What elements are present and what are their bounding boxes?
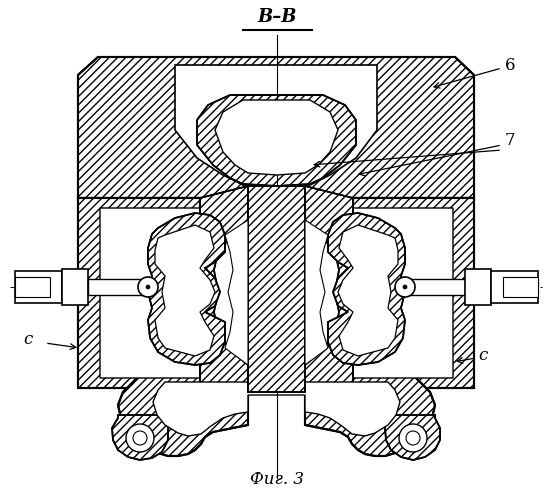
Polygon shape	[225, 220, 248, 365]
Polygon shape	[112, 415, 168, 460]
Polygon shape	[15, 277, 50, 297]
Circle shape	[133, 431, 147, 445]
Circle shape	[126, 424, 154, 452]
Text: 6: 6	[505, 56, 516, 73]
Polygon shape	[215, 100, 338, 175]
Polygon shape	[353, 208, 453, 378]
Text: c: c	[478, 346, 488, 363]
Polygon shape	[465, 269, 491, 305]
Polygon shape	[353, 198, 474, 388]
Circle shape	[146, 285, 150, 289]
Polygon shape	[62, 269, 88, 305]
Polygon shape	[197, 95, 356, 186]
Polygon shape	[118, 375, 435, 456]
Circle shape	[406, 431, 420, 445]
Polygon shape	[78, 57, 474, 198]
Polygon shape	[491, 271, 538, 303]
Polygon shape	[155, 225, 215, 356]
Polygon shape	[200, 186, 248, 392]
Circle shape	[399, 424, 427, 452]
Polygon shape	[78, 198, 200, 388]
Polygon shape	[328, 213, 405, 365]
Circle shape	[403, 285, 407, 289]
Circle shape	[395, 277, 415, 297]
Text: 7: 7	[505, 132, 516, 149]
Polygon shape	[405, 279, 465, 295]
Polygon shape	[88, 279, 148, 295]
Text: B–B: B–B	[257, 8, 297, 26]
Polygon shape	[100, 208, 200, 378]
Text: Фиг. 3: Фиг. 3	[250, 471, 304, 488]
Polygon shape	[338, 225, 398, 356]
Polygon shape	[305, 186, 353, 392]
Text: c: c	[23, 331, 33, 348]
Polygon shape	[153, 382, 400, 436]
Polygon shape	[305, 220, 328, 365]
Polygon shape	[503, 277, 538, 297]
Polygon shape	[175, 65, 377, 188]
Polygon shape	[248, 186, 305, 392]
Polygon shape	[385, 415, 440, 460]
Polygon shape	[148, 213, 225, 365]
Polygon shape	[15, 271, 62, 303]
Circle shape	[138, 277, 158, 297]
